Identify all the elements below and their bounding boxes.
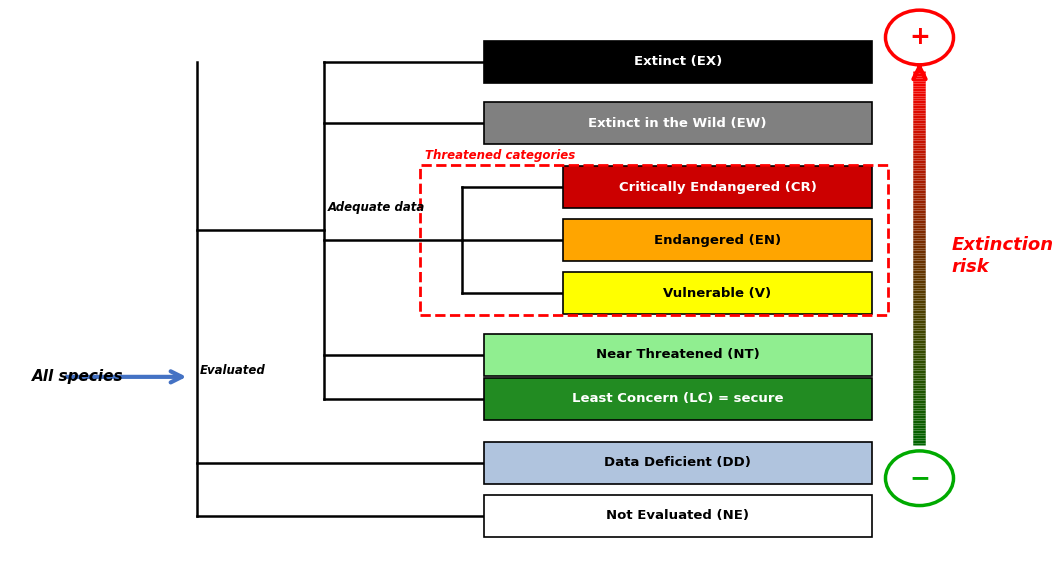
Text: Not Evaluated (NE): Not Evaluated (NE) — [606, 509, 749, 522]
FancyBboxPatch shape — [484, 378, 872, 420]
Text: Endangered (EN): Endangered (EN) — [654, 234, 781, 247]
Text: Extinction
risk: Extinction risk — [951, 236, 1053, 276]
FancyBboxPatch shape — [484, 494, 872, 537]
Text: +: + — [909, 25, 930, 49]
FancyBboxPatch shape — [484, 334, 872, 376]
Ellipse shape — [885, 451, 954, 505]
Text: Near Threatened (NT): Near Threatened (NT) — [595, 348, 760, 362]
FancyBboxPatch shape — [563, 166, 872, 208]
Text: Least Concern (LC) = secure: Least Concern (LC) = secure — [572, 393, 783, 405]
Text: Threatened categories: Threatened categories — [425, 149, 575, 162]
Text: All species: All species — [32, 370, 123, 384]
FancyBboxPatch shape — [563, 272, 872, 314]
Text: Adequate data: Adequate data — [327, 201, 424, 214]
Text: Extinct (EX): Extinct (EX) — [634, 55, 722, 68]
Text: Evaluated: Evaluated — [200, 364, 266, 377]
Ellipse shape — [885, 10, 954, 65]
Text: Extinct in the Wild (EW): Extinct in the Wild (EW) — [589, 117, 766, 130]
Text: Critically Endangered (CR): Critically Endangered (CR) — [619, 181, 816, 194]
Text: Data Deficient (DD): Data Deficient (DD) — [604, 456, 752, 469]
Text: −: − — [909, 466, 930, 490]
FancyBboxPatch shape — [484, 41, 872, 83]
FancyBboxPatch shape — [484, 103, 872, 144]
FancyBboxPatch shape — [563, 219, 872, 261]
FancyBboxPatch shape — [484, 442, 872, 484]
Text: Vulnerable (V): Vulnerable (V) — [663, 286, 772, 300]
